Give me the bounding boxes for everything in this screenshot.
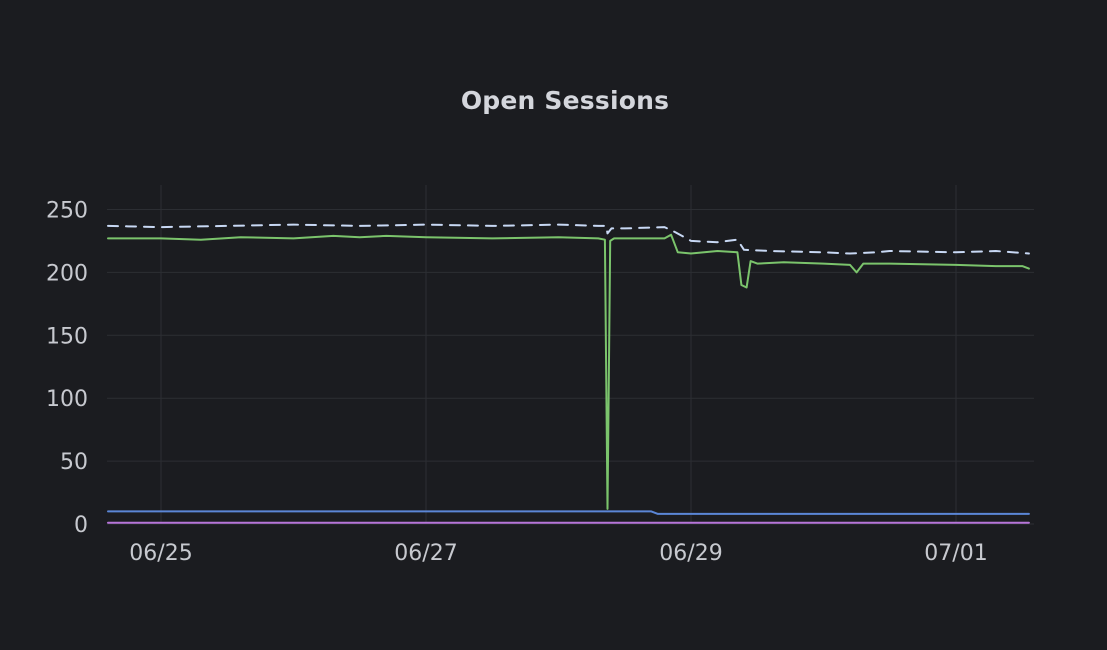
y-tick-label: 200 xyxy=(46,261,88,286)
chart-title: Open Sessions xyxy=(460,86,670,115)
x-axis: 06/25 06/27 06/29 07/01 xyxy=(129,541,987,566)
y-axis: 0 50 100 150 200 250 xyxy=(46,199,88,539)
series-line-1 xyxy=(107,233,1030,510)
y-tick-label: 0 xyxy=(74,513,88,538)
series-line-0 xyxy=(107,223,1030,255)
y-tick-label: 250 xyxy=(46,199,88,224)
y-tick-label: 150 xyxy=(46,324,88,349)
series-group xyxy=(107,223,1030,524)
x-tick-label: 06/27 xyxy=(394,541,457,566)
y-tick-label: 100 xyxy=(46,387,88,412)
x-tick-label: 07/01 xyxy=(924,541,987,566)
x-tick-label: 06/25 xyxy=(129,541,192,566)
series-line-2 xyxy=(107,510,1030,515)
y-tick-label: 50 xyxy=(60,450,88,475)
grid xyxy=(107,185,1034,525)
x-tick-label: 06/29 xyxy=(659,541,722,566)
